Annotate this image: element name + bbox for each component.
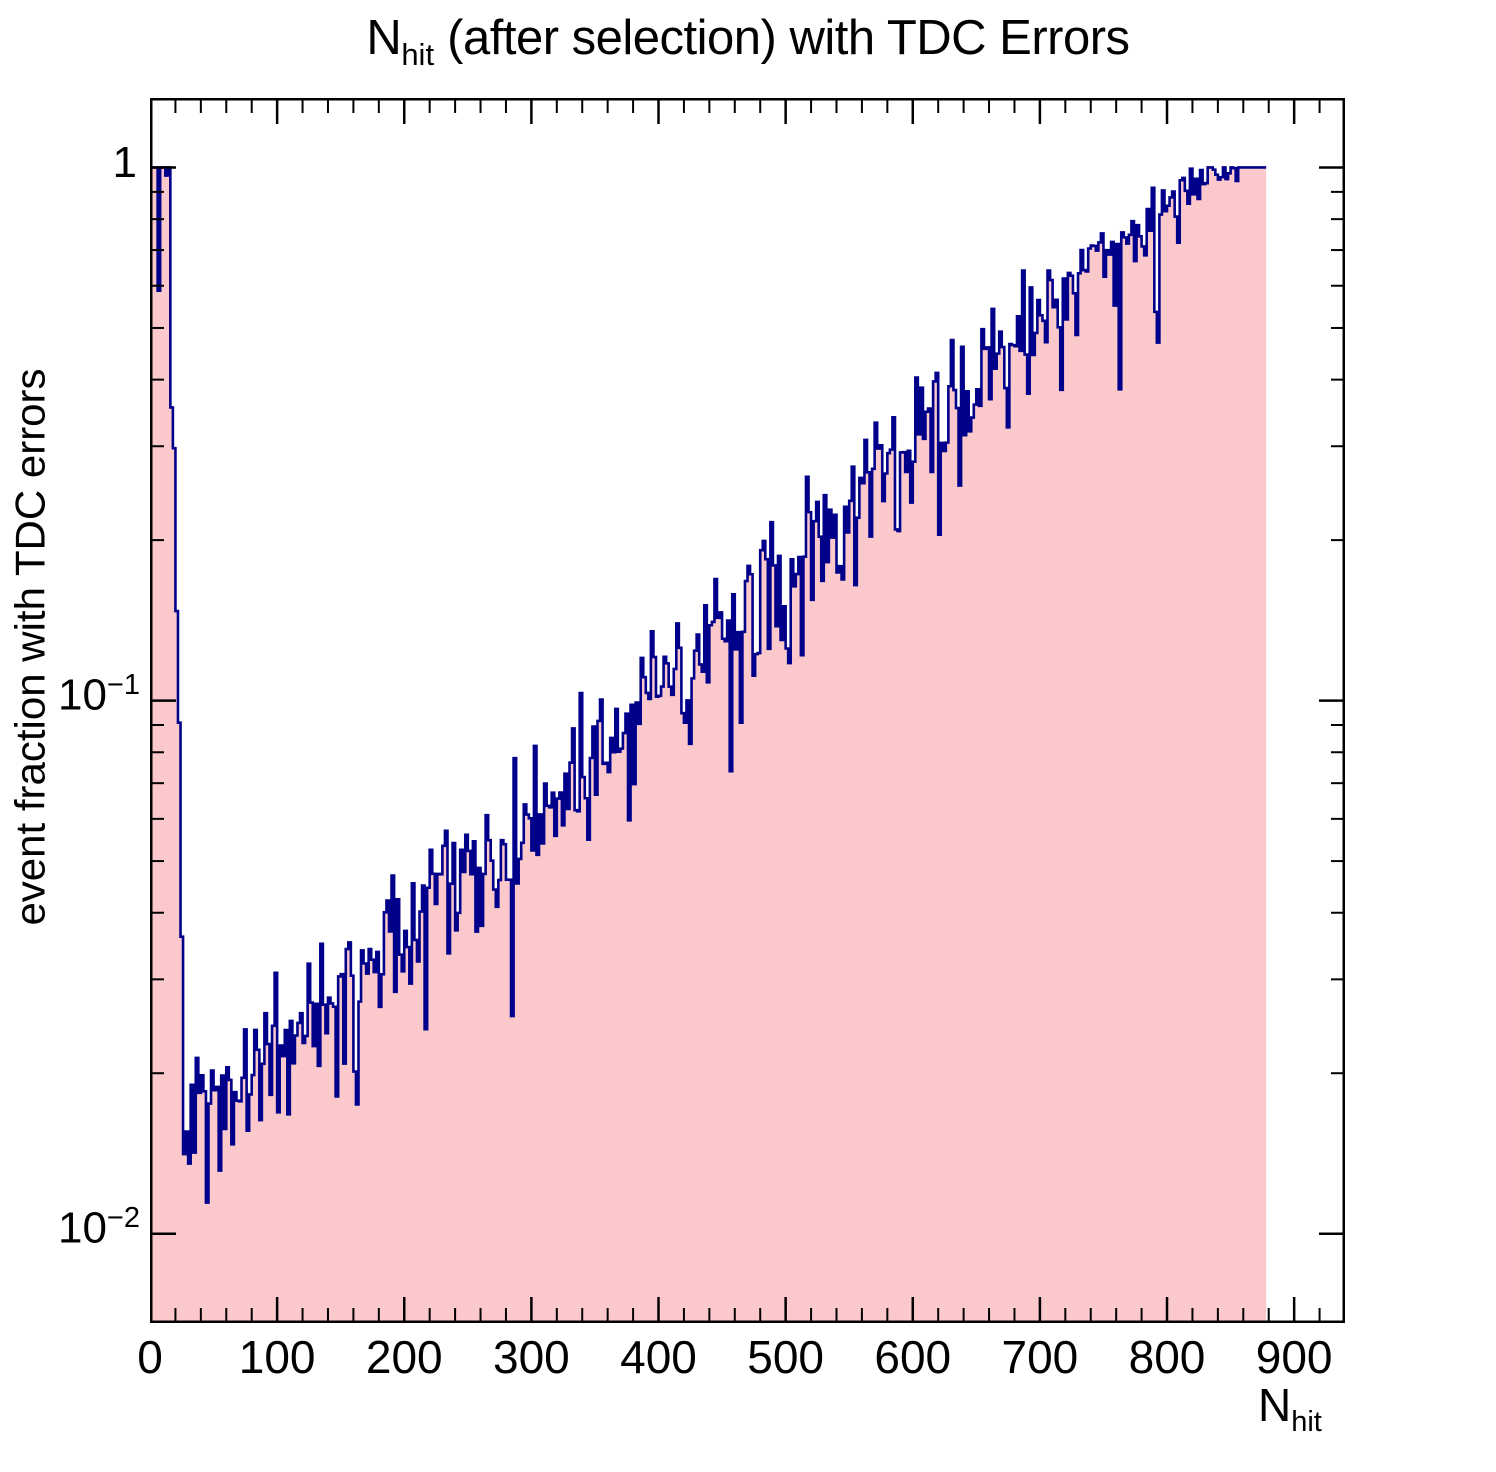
x-tick-label: 400 <box>620 1331 697 1383</box>
x-tick-label: 700 <box>1001 1331 1079 1383</box>
y-axis-title: event fraction with TDC errors <box>6 368 54 926</box>
histogram-series <box>150 166 1267 1323</box>
x-tick-label: 100 <box>238 1331 316 1383</box>
x-tick-label: 200 <box>365 1331 443 1383</box>
histogram-svg <box>150 98 1345 1323</box>
x-tick-label: 600 <box>874 1331 952 1383</box>
x-tick-label: 300 <box>493 1331 570 1383</box>
histogram-outline <box>150 166 1267 1204</box>
histogram-fill <box>150 167 1267 1323</box>
x-tick-label: 900 <box>1255 1331 1333 1383</box>
x-axis-title: Nhit <box>1258 1378 1322 1439</box>
page-title: Nhit (after selection) with TDC Errors <box>0 10 1496 73</box>
title-suffix: (after selection) with TDC Errors <box>434 11 1130 65</box>
title-subscript: hit <box>401 36 435 72</box>
y-tick-label: 10−1 <box>57 668 140 720</box>
x-tick-label: 800 <box>1128 1331 1206 1383</box>
x-axis-title-prefix: N <box>1258 1379 1292 1431</box>
x-tick-label: 0 <box>137 1331 163 1383</box>
title-prefix: N <box>366 11 402 65</box>
plot-border <box>150 98 1345 1323</box>
y-tick-label: 10−2 <box>57 1201 140 1253</box>
y-tick-label: 1 <box>112 138 137 188</box>
x-axis-title-subscript: hit <box>1291 1406 1322 1439</box>
x-tick-label: 500 <box>747 1331 824 1383</box>
chart-frame <box>150 98 1345 1323</box>
